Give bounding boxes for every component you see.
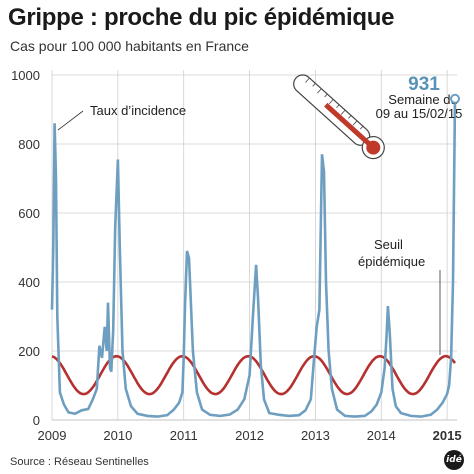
peak-value: 931 [408, 74, 440, 95]
x-tick-label: 2009 [38, 428, 67, 443]
y-tick-label: 0 [33, 413, 40, 428]
y-tick-label: 200 [18, 344, 40, 359]
y-tick-label: 1000 [11, 68, 40, 83]
y-tick-label: 600 [18, 206, 40, 221]
y-tick-label: 800 [18, 137, 40, 152]
thermometer-icon [293, 74, 385, 160]
x-tick-label: 2013 [301, 428, 330, 443]
incidence-pointer [57, 110, 84, 131]
series-line-seuil-epidemique [51, 354, 457, 396]
threshold-label-line2: épidémique [358, 254, 425, 269]
incidence-label: Taux d’incidence [90, 103, 186, 118]
source-note: Source : Réseau Sentinelles [10, 456, 149, 468]
chart-title: Grippe : proche du pic épidémique [8, 4, 395, 31]
x-tick-label: 2014 [367, 428, 396, 443]
chart-subtitle: Cas pour 100 000 habitants en France [10, 38, 249, 54]
x-tick-label: 2012 [235, 428, 264, 443]
peak-caption-line2: 09 au 15/02/15 [376, 106, 463, 121]
publisher-logo: idé [444, 450, 464, 470]
threshold-label-line1: Seuil [374, 237, 403, 252]
y-tick-label: 400 [18, 275, 40, 290]
y-axis: 0 200 400 600 800 1000 [11, 68, 40, 428]
x-tick-label: 2015 [433, 428, 462, 443]
x-tick-label: 2010 [103, 428, 132, 443]
series-line-taux-incidence [50, 98, 457, 418]
peak-marker [450, 93, 461, 104]
x-axis: 2009 2010 2011 2012 2013 2014 2015 [38, 428, 462, 443]
x-tick-label: 2011 [170, 428, 198, 443]
peak-caption-line1: Semaine du [388, 92, 457, 107]
